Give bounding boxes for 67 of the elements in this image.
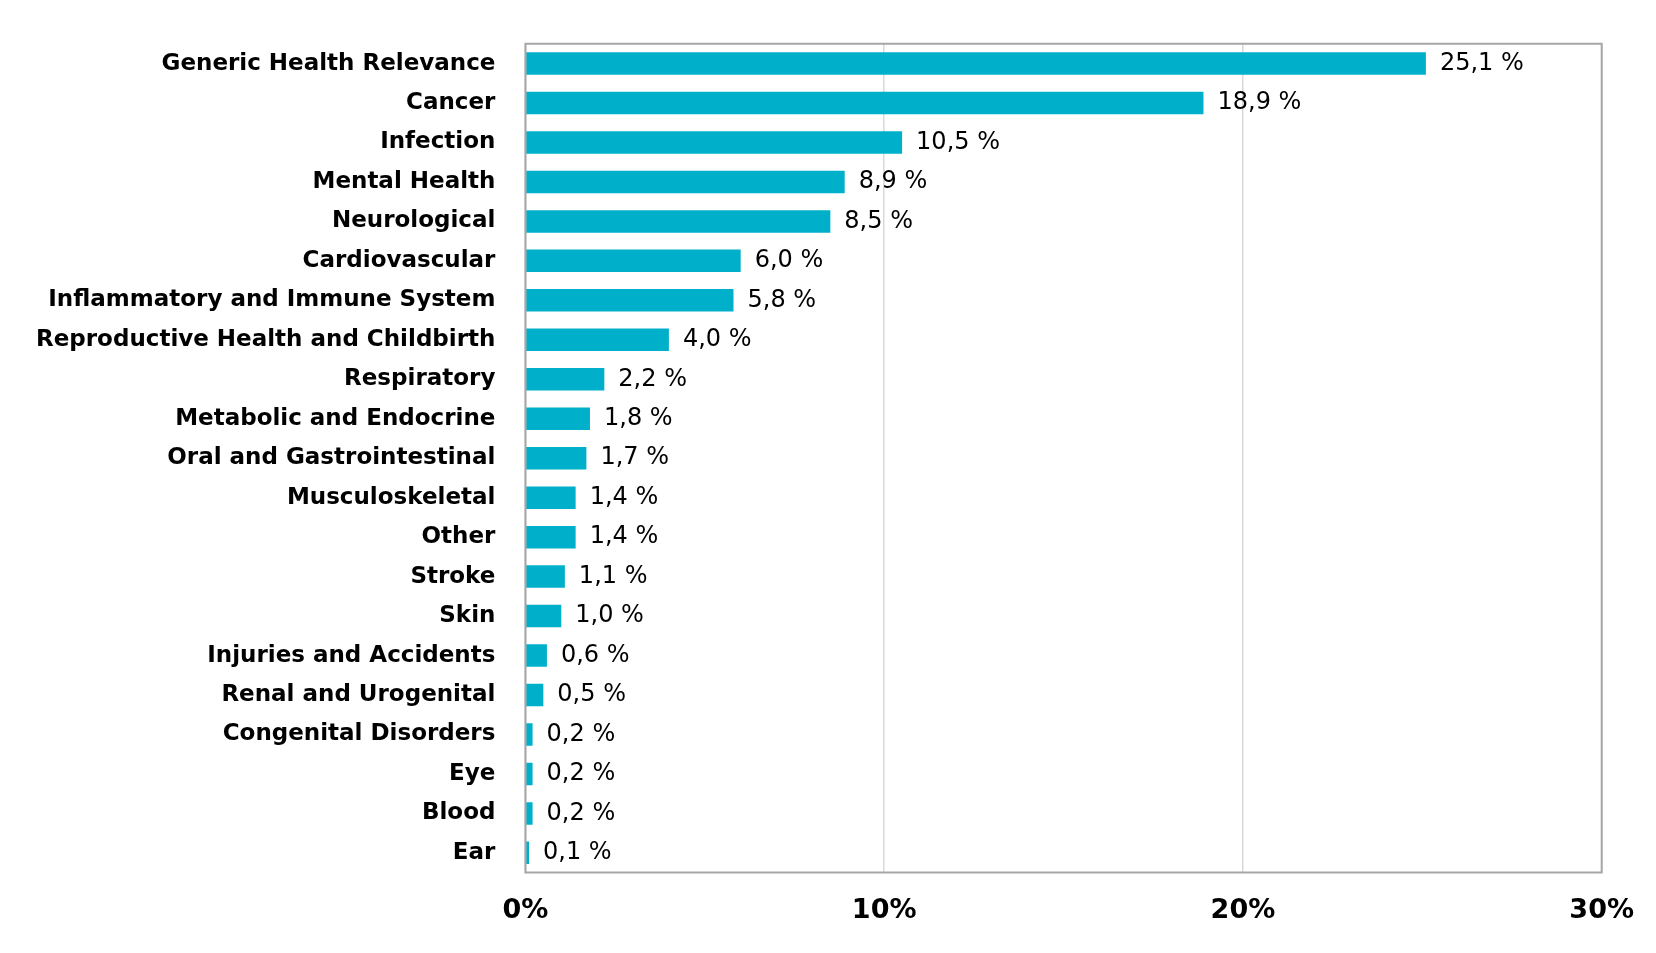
- data-label: 1,8 %: [603, 402, 673, 431]
- y-tick-label: Cancer: [406, 87, 497, 114]
- bar: [526, 210, 831, 233]
- y-tick-label: Musculoskeletal: [286, 482, 496, 509]
- bar: [526, 131, 903, 154]
- data-label: 10,5 %: [916, 126, 1000, 155]
- y-tick-label: Infection: [380, 127, 496, 154]
- y-tick-label: Generic Health Relevance: [161, 48, 496, 75]
- y-tick-label: Injuries and Accidents: [207, 640, 496, 667]
- y-tick-label: Reproductive Health and Childbirth: [36, 324, 496, 351]
- y-tick-label: Metabolic and Endocrine: [175, 403, 496, 430]
- y-tick-label: Respiratory: [344, 364, 496, 391]
- bar: [526, 525, 576, 549]
- data-label: 0,1 %: [542, 837, 612, 866]
- bar: [526, 170, 845, 194]
- y-tick-label: Cardiovascular: [302, 245, 497, 272]
- data-label: 1,1 %: [578, 560, 648, 589]
- y-tick-label: Blood: [421, 798, 496, 825]
- bar: [526, 446, 587, 470]
- bar: [526, 762, 533, 786]
- x-tick-label: 20%: [1210, 892, 1276, 924]
- bar: [526, 368, 605, 391]
- data-label: 0,2 %: [546, 758, 616, 787]
- data-label: 0,2 %: [546, 718, 616, 747]
- data-label: 2,2 %: [618, 363, 687, 392]
- y-tick-label: Mental Health: [312, 166, 496, 193]
- bar: [526, 565, 565, 588]
- bar: [526, 683, 544, 707]
- bar: [526, 289, 734, 312]
- y-tick-label: Other: [421, 522, 497, 549]
- bar: [526, 249, 741, 273]
- bar: [526, 841, 529, 865]
- data-label: 8,5 %: [844, 205, 913, 234]
- data-label: 1,4 %: [589, 521, 659, 550]
- data-label: 8,9 %: [858, 166, 928, 195]
- x-tick-label: 10%: [851, 892, 917, 924]
- x-tick-label: 30%: [1569, 892, 1635, 924]
- bar: [526, 604, 562, 628]
- y-tick-label: Renal and Urogenital: [221, 679, 496, 706]
- data-label: 0,5 %: [557, 679, 626, 708]
- data-label: 5,8 %: [747, 284, 817, 313]
- bar: [526, 644, 547, 667]
- data-label: 25,1 %: [1439, 47, 1524, 76]
- data-label: 18,9 %: [1217, 87, 1302, 116]
- y-tick-label: Congenital Disorders: [222, 719, 496, 746]
- data-label: 1,0 %: [575, 600, 644, 629]
- y-tick-label: Eye: [449, 758, 496, 785]
- y-tick-label: Skin: [439, 601, 496, 628]
- data-label: 1,4 %: [589, 481, 659, 510]
- y-tick-label: Inflammatory and Immune System: [48, 285, 496, 312]
- x-tick-label: 0%: [502, 892, 549, 924]
- y-tick-label: Stroke: [410, 561, 496, 588]
- data-label: 0,2 %: [546, 797, 616, 826]
- bar: [526, 407, 590, 430]
- bar: [526, 802, 533, 825]
- bar: [526, 52, 1426, 75]
- bar: [526, 723, 533, 746]
- y-tick-label: Ear: [452, 837, 497, 864]
- data-label: 0,6 %: [560, 639, 630, 668]
- data-label: 4,0 %: [682, 324, 752, 353]
- bar: [526, 91, 1204, 115]
- bar: [526, 328, 669, 352]
- y-tick-label: Oral and Gastrointestinal: [167, 443, 496, 470]
- data-label: 1,7 %: [600, 442, 669, 471]
- bar: [526, 486, 576, 509]
- y-tick-label: Neurological: [331, 206, 496, 233]
- data-label: 6,0 %: [754, 245, 824, 274]
